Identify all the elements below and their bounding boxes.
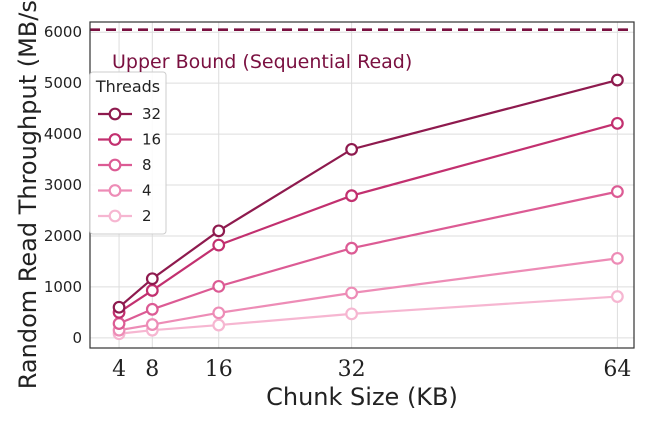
data-point [212,224,226,238]
series-line [118,190,618,325]
series-32-threads [112,73,624,314]
x-tick-label: 16 [205,357,233,382]
y-tick-label: 3000 [44,176,82,194]
legend-entry-8: 8 [98,156,152,174]
y-tick-label: 5000 [44,74,82,92]
y-axis-label: Random Read Throughput (MB/s) [14,0,42,389]
legend-entry-2: 2 [98,207,152,225]
legend-title: Threads [95,77,160,96]
series-2-threads [112,290,624,341]
legend-label: 16 [142,131,161,149]
data-point [145,302,159,316]
legend-label: 32 [142,105,161,123]
y-tick-label: 4000 [44,125,82,143]
data-point [345,241,359,255]
y-tick-label: 6000 [44,23,82,41]
legend-label: 2 [142,207,152,225]
x-tick-label: 32 [338,357,366,382]
data-point [212,238,226,252]
data-point [112,317,126,330]
x-tick-label: 64 [603,357,631,382]
series-line [118,295,618,335]
data-point [145,284,159,297]
legend-entry-16: 16 [98,131,161,149]
series-16-threads [112,116,624,319]
data-point [345,286,359,300]
legend-entry-32: 32 [98,105,161,123]
legend-marker [108,209,122,223]
legend-marker [108,158,122,172]
legend-marker [108,107,122,121]
x-tick-label: 8 [145,357,159,382]
x-ticks: 4 8 16 32 64 [112,357,631,382]
y-tick-label: 1000 [44,278,82,296]
legend-marker [108,133,122,146]
data-point [345,307,359,321]
series-4-threads [112,251,624,337]
data-point [145,272,159,286]
legend-label: 8 [142,156,152,174]
reference-line-label: Upper Bound (Sequential Read) [112,51,412,73]
legend: Threads 32 16 8 4 2 [89,71,167,235]
y-tick-label: 0 [72,329,82,347]
data-point [145,318,159,331]
x-tick-label: 4 [112,357,126,382]
legend-marker [108,184,122,197]
data-point [345,142,359,156]
legend-box [89,71,167,235]
series-8-threads [112,185,624,330]
x-axis-label: Chunk Size (KB) [266,383,458,411]
y-tick-label: 2000 [44,227,82,245]
series-group [112,73,624,341]
data-point [610,290,624,303]
data-point [610,185,624,199]
data-point [212,279,226,293]
data-point [212,306,226,320]
data-point [610,116,624,130]
data-point [112,300,126,314]
data-point [610,73,624,87]
data-point [610,251,624,265]
series-line [118,79,618,309]
legend-entry-4: 4 [98,182,152,200]
series-line [118,122,618,314]
data-point [212,318,226,332]
data-point [345,189,359,203]
legend-label: 4 [142,182,152,200]
y-ticks: 0 1000 2000 3000 4000 5000 6000 [44,23,82,347]
